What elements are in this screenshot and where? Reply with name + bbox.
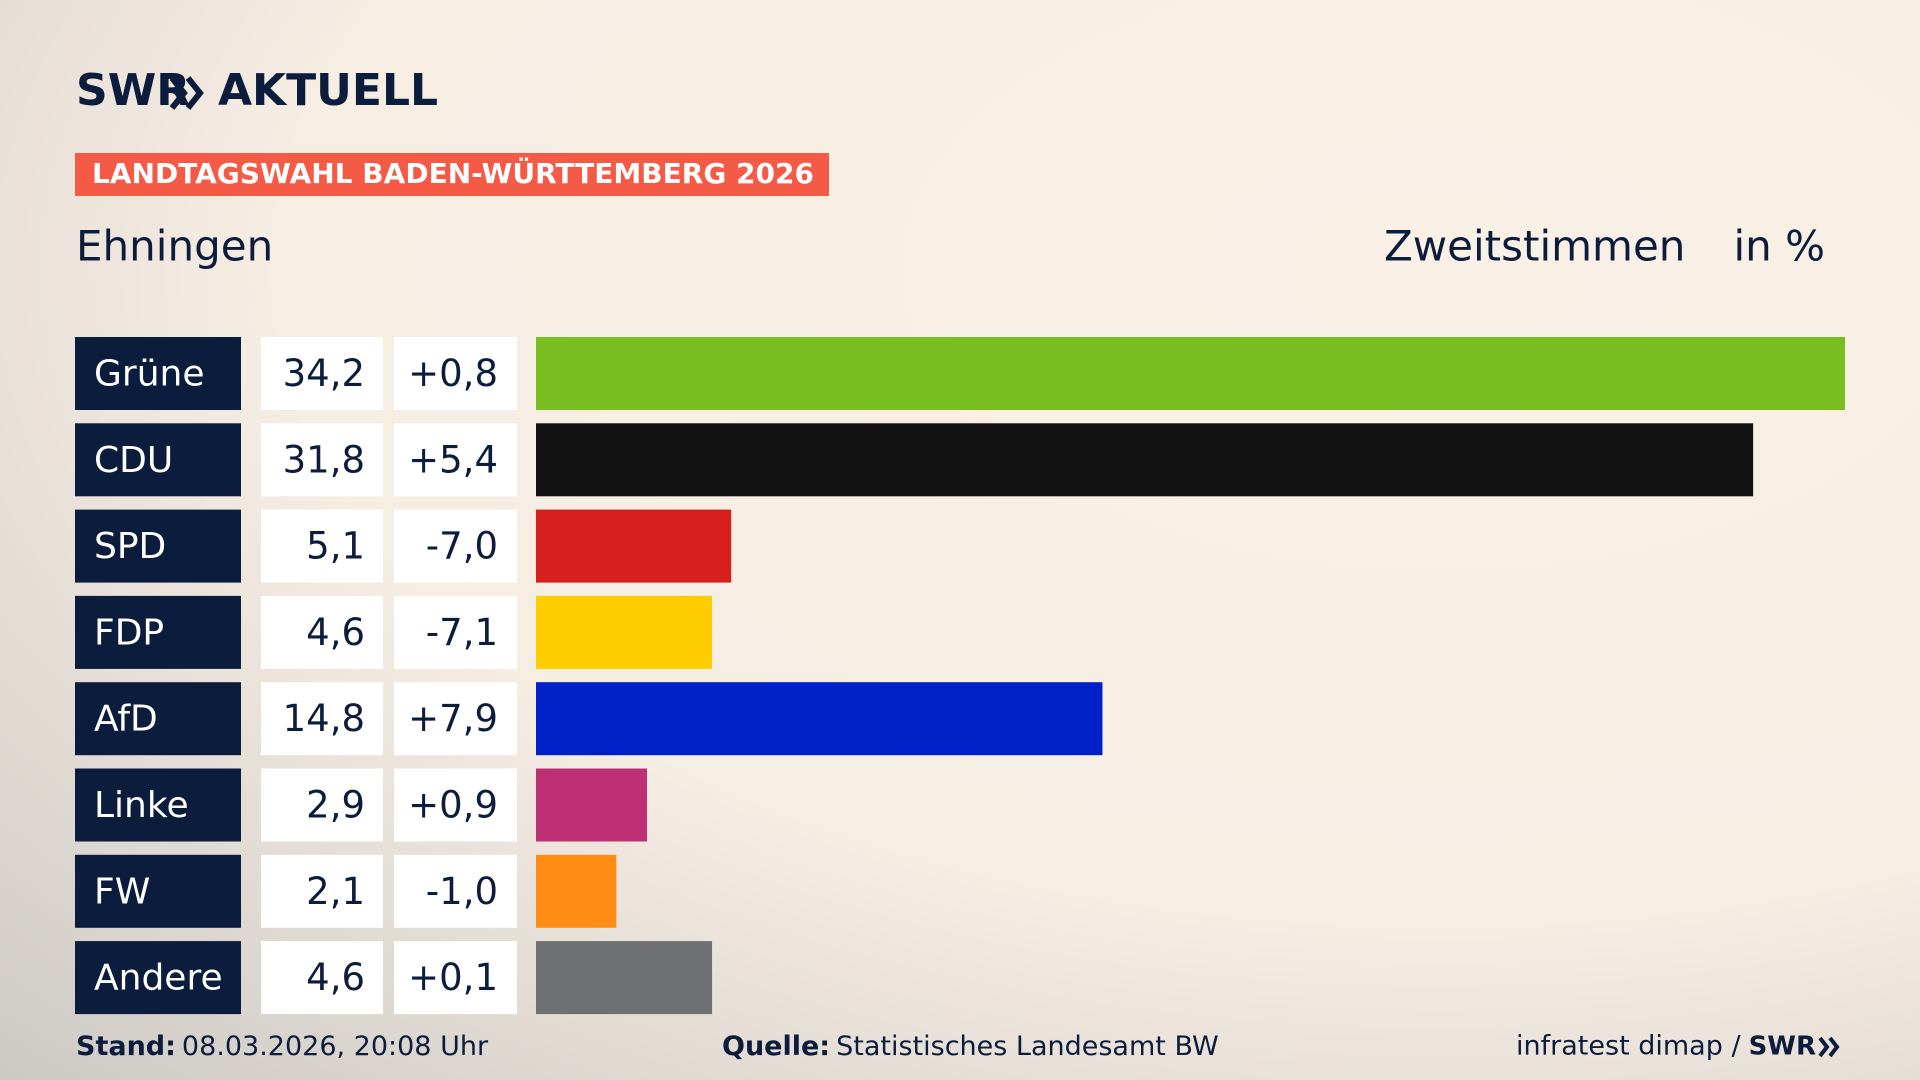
unit-label: in % — [1733, 222, 1825, 271]
change-label: +0,1 — [408, 956, 498, 999]
value-box — [261, 595, 383, 669]
value-box — [261, 682, 383, 756]
value-label: 34,2 — [283, 352, 365, 395]
change-box — [394, 595, 517, 669]
value-label: 31,8 — [283, 438, 365, 481]
party-label: FW — [94, 871, 150, 912]
party-box — [75, 595, 241, 669]
footer-source: Quelle: Statistisches Landesamt BW — [722, 1031, 1219, 1062]
brand-name: AKTUELL — [218, 65, 438, 116]
bar — [536, 768, 647, 842]
change-label: -7,1 — [426, 611, 498, 654]
change-box — [394, 854, 517, 928]
party-label: FDP — [94, 612, 164, 653]
party-box — [75, 854, 241, 928]
change-box — [394, 682, 517, 756]
party-box — [75, 768, 241, 842]
change-box — [394, 423, 517, 497]
credit: infratest dimap / — [1516, 1031, 1741, 1062]
value-label: 4,6 — [306, 611, 365, 654]
party-box — [75, 941, 241, 1015]
change-box — [394, 337, 517, 410]
value-label: 4,6 — [306, 956, 365, 999]
change-box — [394, 509, 517, 583]
change-label: -1,0 — [426, 870, 498, 913]
change-label: +7,9 — [408, 697, 498, 740]
value-axis-label: Zweitstimmen — [1384, 222, 1685, 271]
date-label: Stand: — [76, 1031, 176, 1062]
value-box — [261, 941, 383, 1015]
footer: Stand: 08.03.2026, 20:08 Uhr Quelle: Statis… — [76, 1031, 1840, 1062]
source: Statistisches Landesamt BW — [836, 1031, 1219, 1062]
value-label: 2,9 — [306, 784, 365, 827]
rows: Grüne 34,2 +0,8 CDU 31,8 +5,4 SPD 5,1 -7,0 FDP 4,6… — [75, 337, 1845, 1015]
value-box — [261, 854, 383, 928]
value-label: 2,1 — [306, 870, 365, 913]
bar — [536, 854, 617, 928]
chevron — [1818, 1036, 1830, 1058]
bar — [536, 941, 713, 1015]
value-label: 5,1 — [306, 525, 365, 568]
brand-chevrons — [169, 76, 204, 110]
party-label: AfD — [94, 699, 158, 740]
party-label: Linke — [94, 785, 189, 826]
chevron — [169, 76, 188, 110]
value-box — [261, 509, 383, 583]
party-label: SPD — [94, 526, 166, 567]
party-box — [75, 423, 241, 497]
party-box — [75, 509, 241, 583]
chevron — [185, 76, 204, 110]
brand: SWR — [76, 65, 190, 116]
change-label: -7,0 — [426, 525, 498, 568]
bar — [536, 595, 713, 669]
value-box — [261, 423, 383, 497]
footer-date: Stand: 08.03.2026, 20:08 Uhr — [76, 1031, 489, 1062]
source-label: Quelle: — [722, 1031, 830, 1062]
party-box — [75, 337, 241, 410]
value-box — [261, 337, 383, 410]
party-label: CDU — [94, 440, 173, 481]
change-box — [394, 941, 517, 1015]
subtitle: Ehningen — [76, 222, 273, 271]
change-label: +0,8 — [408, 352, 498, 395]
chevron — [1828, 1036, 1840, 1058]
bar — [536, 423, 1754, 497]
chart-title: LANDTAGSWAHL BADEN-WÜRTTEMBERG 2026 — [92, 156, 814, 190]
title-banner — [75, 153, 829, 196]
party-label: Grüne — [94, 354, 204, 395]
bar — [536, 337, 1845, 410]
bar — [536, 509, 732, 583]
bar — [536, 682, 1103, 756]
party-label: Andere — [94, 958, 223, 999]
change-label: +5,4 — [408, 438, 498, 481]
change-box — [394, 768, 517, 842]
value-label: 14,8 — [283, 697, 365, 740]
date: 08.03.2026, 20:08 Uhr — [182, 1031, 489, 1062]
credit-brand: SWR — [1749, 1032, 1816, 1062]
value-box — [261, 768, 383, 842]
party-box — [75, 682, 241, 756]
change-label: +0,9 — [408, 784, 498, 827]
